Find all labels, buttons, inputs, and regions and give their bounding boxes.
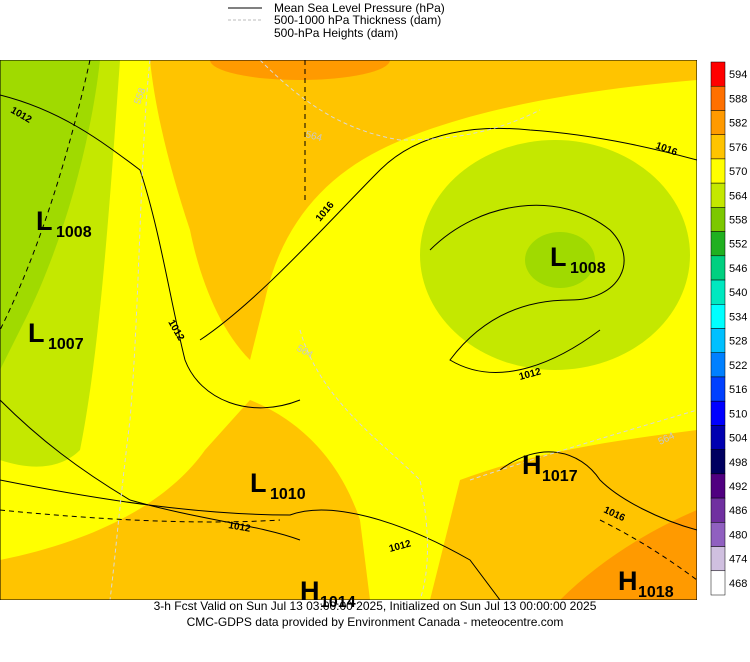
colorbar-swatch	[710, 497, 726, 523]
colorbar-label: 492	[729, 481, 747, 493]
colorbar-swatch	[710, 85, 726, 111]
isobar-label: 1012	[227, 520, 251, 535]
center-type: L	[28, 318, 45, 348]
center-value: 1018	[638, 584, 674, 601]
colorbar-label: 480	[729, 529, 747, 541]
zone-576	[150, 60, 697, 360]
colorbar-label: 558	[729, 214, 747, 226]
colorbar-label: 528	[729, 336, 747, 348]
colorbar-swatch	[710, 134, 726, 160]
zone-576	[0, 400, 370, 600]
colorbar-swatch	[710, 449, 726, 475]
zone-558	[525, 232, 595, 288]
legend-entry: Mean Sea Level Pressure (hPa)	[274, 1, 445, 15]
thickness-label: 564	[304, 129, 323, 144]
colorbar-swatch	[710, 473, 726, 499]
legend: Mean Sea Level Pressure (hPa) 500-1000 h…	[228, 1, 445, 40]
colorbar-swatch	[710, 304, 726, 329]
isobar	[0, 479, 501, 600]
height-contours	[0, 60, 697, 581]
height-contour	[0, 509, 281, 523]
zone-582	[560, 510, 697, 600]
colorbar-swatch	[710, 400, 726, 426]
center-value: 1014	[320, 594, 356, 611]
colorbar-label: 504	[729, 433, 747, 445]
center-value: 1008	[56, 224, 92, 241]
zone-582	[210, 60, 390, 80]
colorbar-swatch	[710, 522, 726, 547]
colorbar-label: 534	[729, 311, 747, 323]
colorbar-swatch	[710, 570, 726, 596]
legend-entry: 500-hPa Heights (dam)	[274, 26, 398, 40]
thickness-contour	[299, 329, 428, 600]
height-contour	[599, 519, 697, 581]
map	[0, 60, 697, 600]
center-type: L	[36, 206, 53, 236]
colorbar-label: 516	[729, 384, 747, 396]
legend-entry: 500-1000 hPa Thickness (dam)	[274, 13, 441, 27]
colorbar-swatch	[710, 110, 726, 135]
colorbar-label: 522	[729, 360, 747, 372]
center-type: H	[522, 450, 542, 480]
center-type: L	[550, 242, 567, 272]
center-value: 1010	[270, 486, 306, 503]
center-value: 1017	[542, 468, 578, 485]
colorbar-swatch	[710, 279, 726, 305]
colorbar-label: 468	[729, 578, 747, 590]
isobar	[429, 204, 625, 373]
thickness-contour	[109, 60, 151, 600]
colorbar-label: 582	[729, 118, 747, 130]
footer-line: 3-h Fcst Valid on Sun Jul 13 03:00:00 20…	[154, 599, 597, 613]
colorbar-label: 588	[729, 93, 747, 105]
isobar	[199, 127, 697, 341]
colorbar-swatch	[710, 207, 726, 232]
isobar	[499, 451, 697, 531]
isobars	[0, 94, 697, 600]
colorbar-label: 552	[729, 239, 747, 251]
colorbar-label: 498	[729, 457, 747, 469]
colorbar-swatch	[710, 231, 726, 257]
center-type: L	[250, 468, 267, 498]
colorbar-label: 570	[729, 166, 747, 178]
center-value: 1008	[570, 260, 606, 277]
colorbar-swatch	[710, 158, 726, 184]
colorbar-label: 576	[729, 142, 747, 154]
zone-558	[0, 60, 100, 370]
isobar	[0, 94, 301, 409]
colorbar-label: 594	[729, 69, 747, 81]
colorbar-label: 564	[729, 190, 747, 202]
thickness-contour	[259, 60, 541, 141]
colorbar-swatch	[710, 376, 726, 402]
colorbar-swatch	[710, 255, 726, 281]
footer-line: CMC-GDPS data provided by Environment Ca…	[187, 615, 564, 629]
colorbar-swatch	[710, 546, 726, 572]
colorbar-swatch	[710, 61, 726, 87]
thickness-contour	[469, 409, 697, 481]
center-type: H	[300, 576, 320, 606]
center-value: 1007	[48, 336, 84, 353]
isobar	[0, 399, 301, 541]
colorbar-swatch	[710, 328, 726, 353]
colorbar-swatch	[710, 182, 726, 208]
center-type: H	[618, 566, 638, 596]
colorbar-label: 510	[729, 408, 747, 420]
colorbar-label: 540	[729, 287, 747, 299]
colorbar-label: 474	[729, 554, 747, 566]
colorbar-label: 486	[729, 505, 747, 517]
colorbar-label: 546	[729, 263, 747, 275]
thickness-contours	[109, 60, 697, 600]
colorbar-swatch	[710, 425, 726, 450]
colorbar-swatch	[710, 352, 726, 378]
